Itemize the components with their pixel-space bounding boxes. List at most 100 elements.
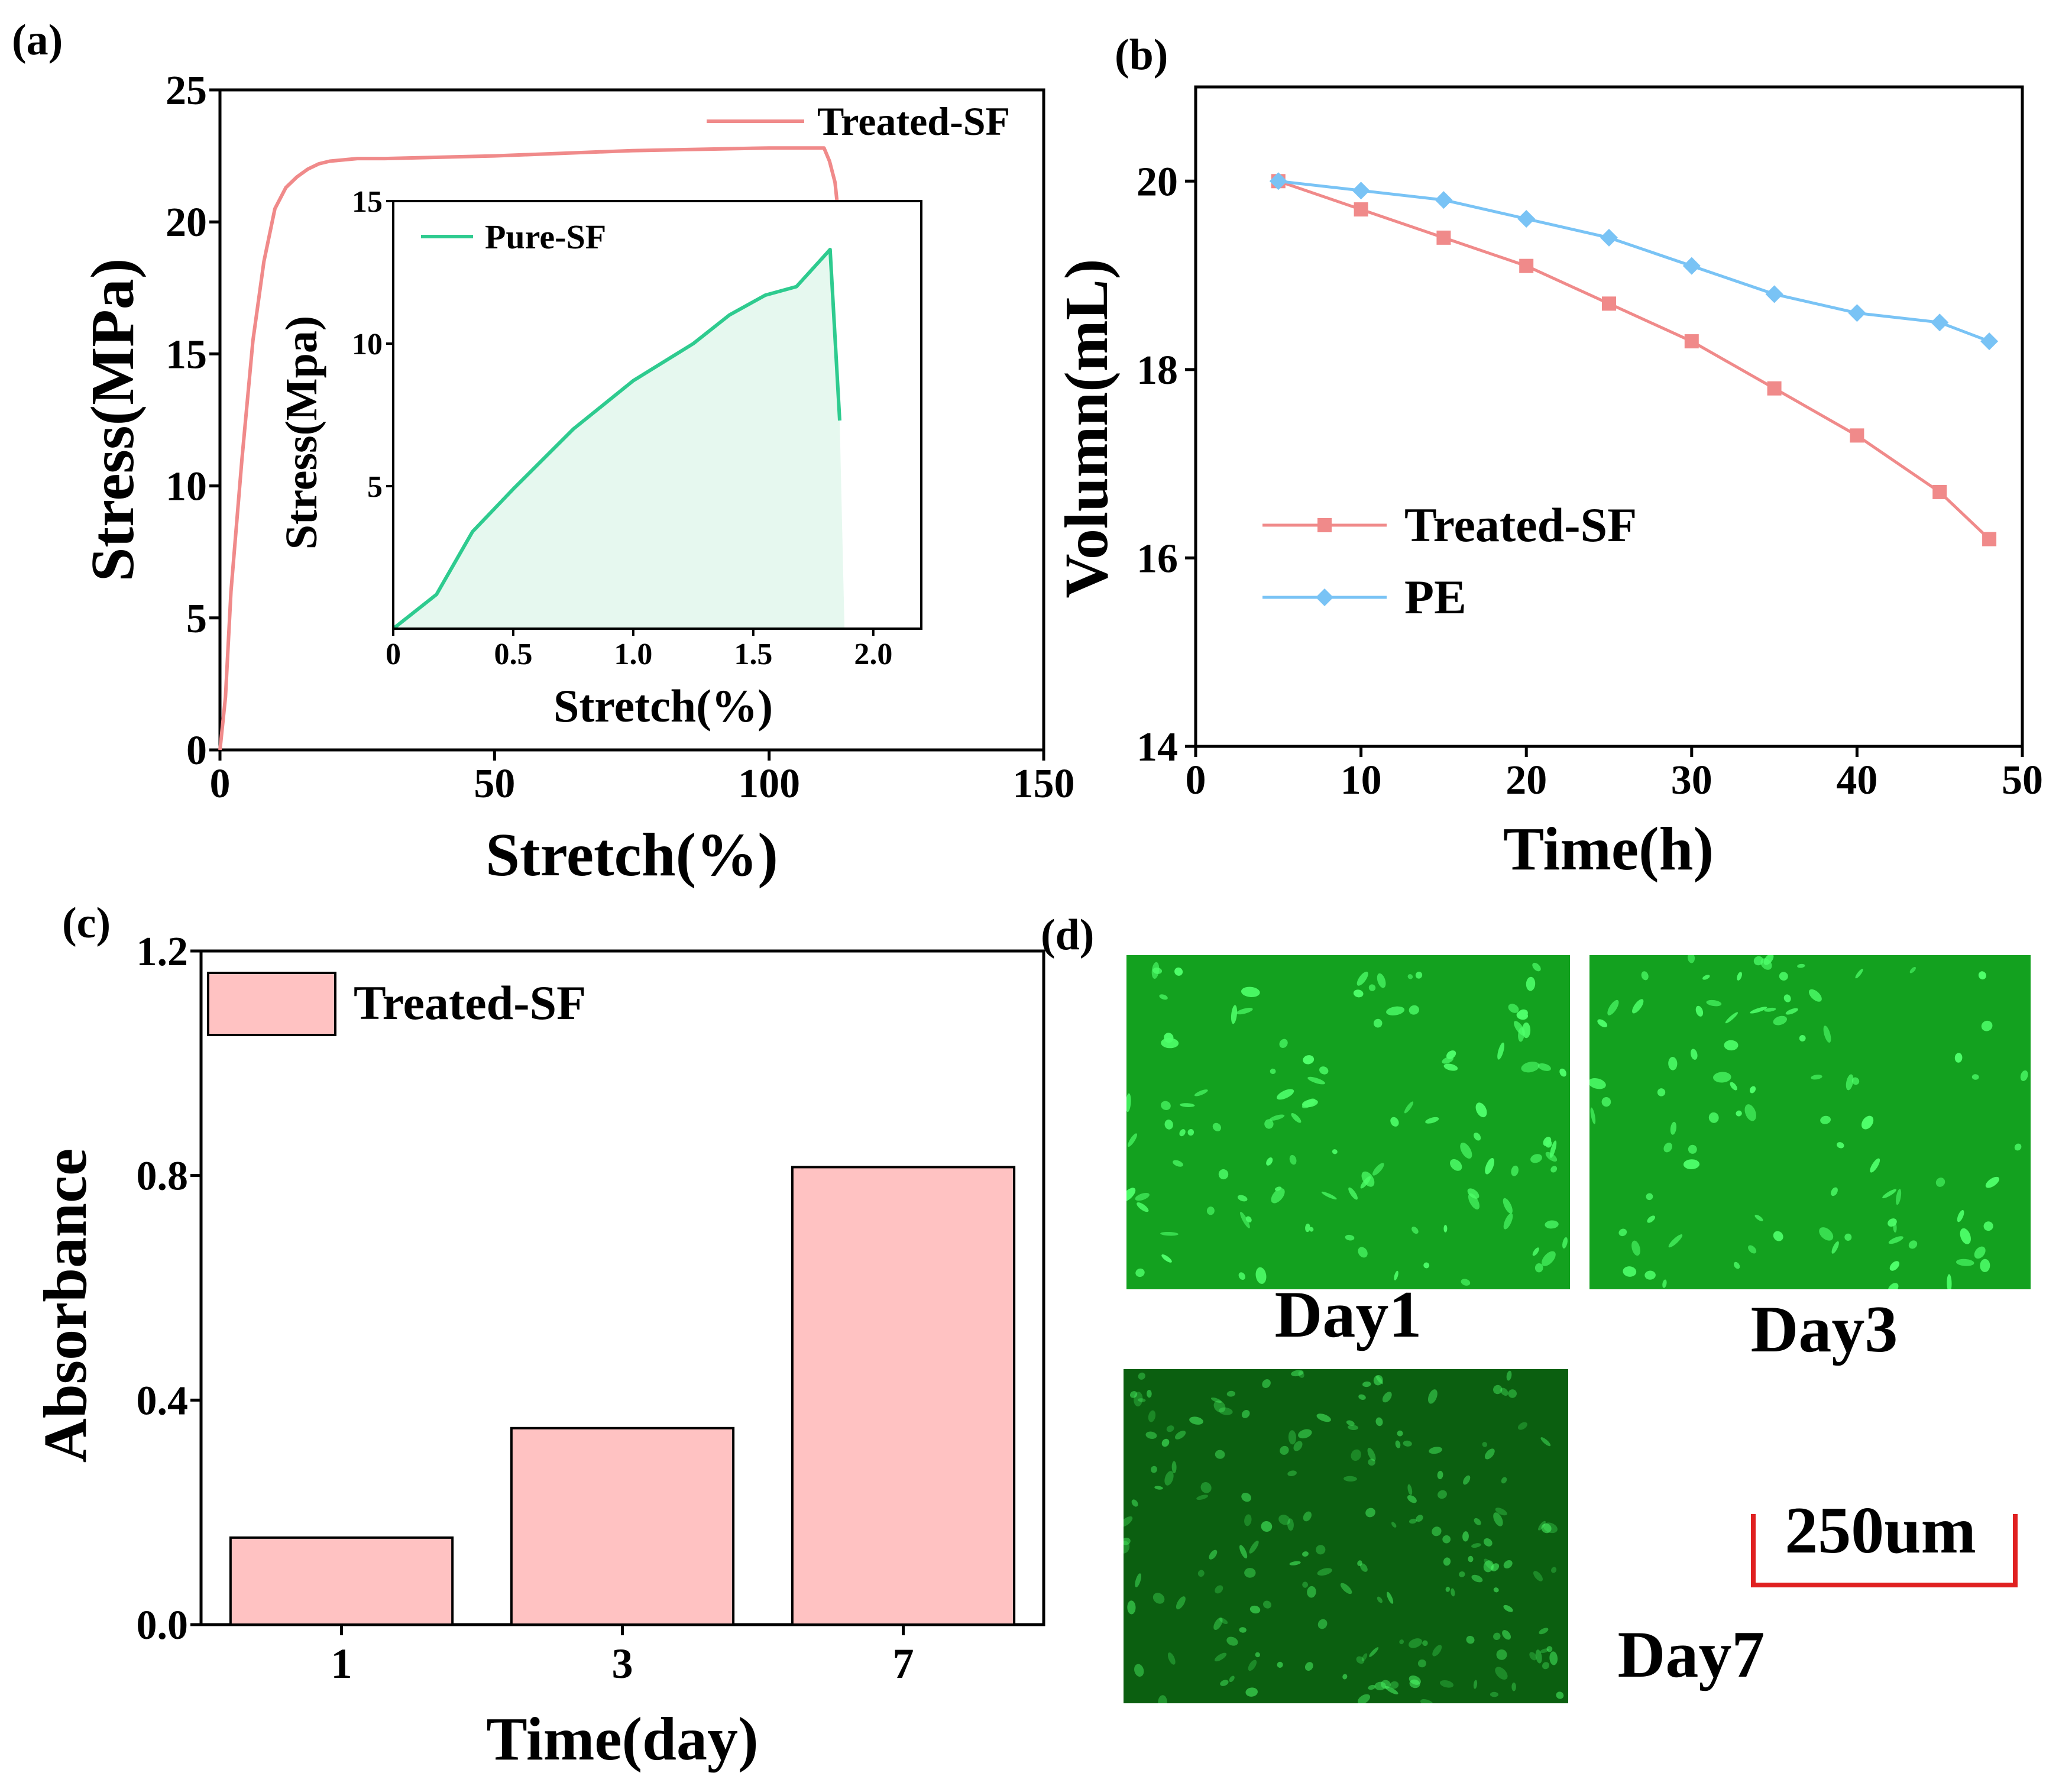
cell [1493,1632,1501,1640]
cell [1511,1165,1519,1176]
cell [1623,1266,1637,1277]
cell [1844,1233,1852,1241]
inset-x-tick-label: 0.5 [494,638,532,671]
cell [1541,1523,1552,1534]
cell [1151,1466,1157,1473]
cell [1641,971,1649,981]
cell [1197,1570,1205,1577]
cell [1668,1057,1678,1070]
cell [1152,967,1163,974]
y-axis-label: Volumn(mL) [1053,258,1121,598]
cell [1870,1158,1880,1173]
cell [1534,1263,1543,1273]
series-line-pe [1278,179,1990,343]
cell [1160,1231,1179,1236]
cell [1647,1215,1656,1223]
x-tick-label: 50 [2002,758,2043,803]
cell [1467,1188,1479,1199]
cell [1474,1133,1481,1141]
cell [1397,1430,1403,1437]
cell [1503,1605,1513,1612]
cell [1249,1605,1261,1614]
cell [1773,1231,1783,1241]
cell [1210,1398,1222,1403]
cell [1219,1407,1233,1415]
cell [1646,1193,1653,1201]
cell [1420,1699,1434,1703]
cell [1506,1370,1512,1381]
cell [1662,1279,1667,1288]
micrograph-day3-image [1589,955,2031,1289]
cell [1463,1475,1471,1485]
cell [1138,1372,1145,1380]
cell [1823,1026,1831,1043]
cell [1438,1490,1447,1499]
inset-x-tick-label: 2.0 [854,638,892,671]
cell [1482,1442,1488,1447]
cell [1749,1086,1756,1094]
cell [1783,994,1791,1002]
cell [1855,969,1863,979]
x-tick-label: 40 [1836,758,1877,803]
micrograph-day1: Day1 [1126,955,1570,1351]
cell [1394,1270,1398,1280]
data-point-treated-sf [1436,230,1451,245]
cell [1409,1518,1417,1524]
cell [1484,1558,1494,1570]
data-point-pe [1435,191,1453,209]
cell [1521,1062,1540,1073]
micrograph-day7-image [1124,1369,1568,1703]
cell [1166,1425,1174,1432]
cell [1373,1018,1383,1028]
cell [1760,958,1772,970]
cell [1236,1008,1253,1015]
cell [1280,1445,1289,1455]
cell [1261,1521,1273,1532]
cell [1409,1005,1419,1015]
cell [1462,1531,1469,1542]
micrograph-day7-caption: Day7 [1618,1618,1765,1691]
cell [1797,963,1805,968]
cell [1502,1630,1511,1640]
cell [1209,1550,1218,1560]
cell [1549,1140,1557,1158]
cell [1289,1154,1297,1165]
cell [1485,1157,1494,1175]
cell [1307,1586,1316,1598]
inset-y-tick-label: 15 [352,185,383,219]
cell [1148,1410,1156,1422]
cell [1360,1563,1368,1572]
cell [1445,1586,1451,1592]
cell [1960,1228,1971,1244]
cell [1683,1159,1700,1170]
bar [229,1536,454,1626]
cell [1135,1268,1145,1277]
y-tick-label: 0.0 [137,1603,189,1648]
cell [1384,1686,1398,1694]
cell [1503,1560,1513,1569]
x-tick-label: 7 [893,1640,914,1687]
absorbance-bar-chart: 0.0 0.4 0.8 1.2 1 3 7 Time(day) Absorbance Treate… [31,929,1045,1773]
cell [1180,1103,1195,1107]
cell [1985,1176,1999,1188]
data-point-pe [1600,228,1618,247]
cell [1241,1409,1250,1418]
cell [1549,1651,1558,1665]
cell [1369,1647,1379,1657]
x-tick-label: 10 [1341,758,1382,803]
cell [1303,1511,1312,1522]
cell [1348,1187,1358,1200]
cell [1484,1448,1495,1460]
cell [1750,1007,1767,1014]
cell [1215,1585,1223,1594]
cell [1244,1568,1256,1578]
cell [1500,1387,1508,1396]
legend-label-treated-sf: Treated-SF [1404,498,1637,552]
cell [1957,1209,1964,1222]
cell [1214,1652,1227,1662]
cell [1213,1400,1226,1413]
cell [1539,1628,1549,1635]
cell [1240,1211,1250,1228]
cell [1340,1583,1352,1594]
cell [1493,1385,1503,1395]
